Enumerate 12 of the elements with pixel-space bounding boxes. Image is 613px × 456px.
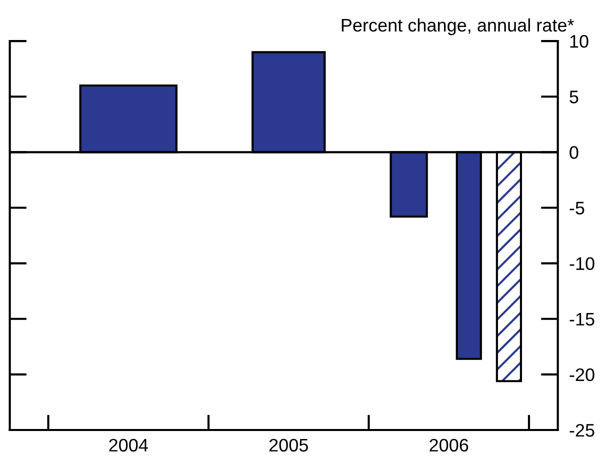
x-tick-label: 2006 xyxy=(430,438,468,452)
y-tick-label: 5 xyxy=(570,90,578,104)
y-tick-label: -25 xyxy=(570,424,594,437)
y-tick-label: 10 xyxy=(570,34,588,48)
y-axis-title: Percent change, annual rate* xyxy=(342,18,574,36)
x-tick-label: 2004 xyxy=(109,438,148,452)
y-tick-label: -20 xyxy=(570,368,594,382)
y-tick-label: -10 xyxy=(570,257,594,270)
x-tick-label: 2005 xyxy=(269,438,308,452)
y-tick-label: 0 xyxy=(570,146,578,159)
y-tick-label: -15 xyxy=(570,312,594,326)
y-tick-label: -5 xyxy=(570,202,584,214)
